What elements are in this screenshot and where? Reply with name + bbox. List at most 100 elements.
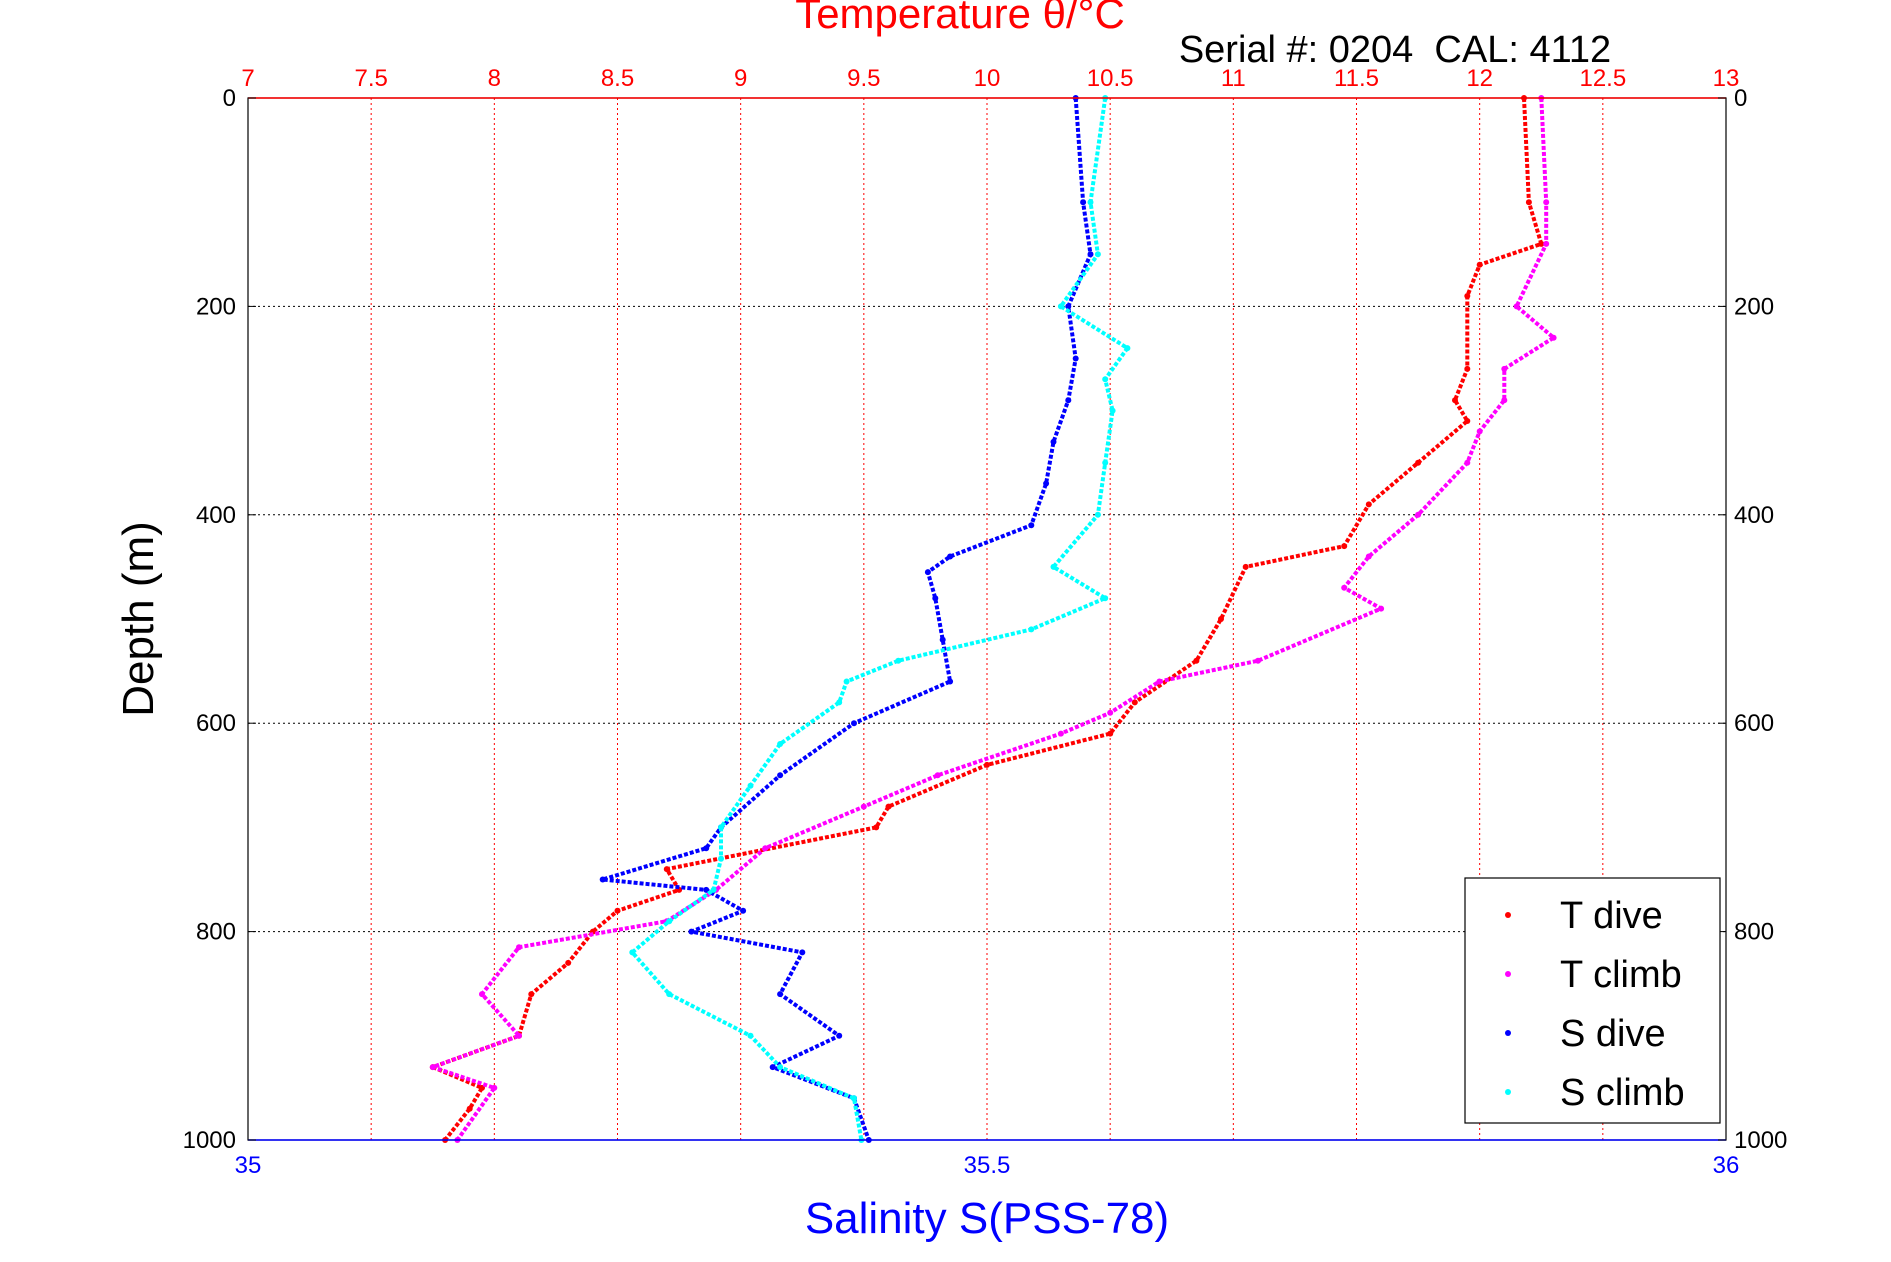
data-point: [934, 772, 941, 779]
data-point: [1087, 199, 1094, 206]
data-point: [1087, 251, 1094, 258]
data-point: [466, 1105, 473, 1112]
data-point: [1464, 365, 1471, 372]
data-point: [851, 1095, 857, 1102]
data-point: [1094, 251, 1101, 258]
data-point: [1102, 595, 1109, 602]
top-tick-label: 8: [488, 65, 501, 92]
series-line: [430, 97, 1556, 1142]
right-tick-label: 200: [1734, 293, 1774, 320]
data-point: [429, 1064, 436, 1071]
top-tick-label: 9: [734, 65, 747, 92]
data-point: [1464, 293, 1471, 299]
data-point: [1415, 459, 1422, 466]
data-point: [710, 886, 717, 893]
top-tick-label: 13: [1713, 65, 1740, 92]
data-point: [740, 907, 747, 914]
top-tick-label: 11: [1221, 65, 1246, 92]
data-point: [799, 949, 806, 956]
data-point: [1124, 345, 1131, 352]
data-point: [1242, 563, 1249, 570]
data-point: [1057, 730, 1064, 737]
data-point: [836, 699, 843, 706]
data-point: [1543, 240, 1550, 247]
left-tick-label: 0: [223, 85, 236, 112]
chart-title: Temperature θ/°C: [795, 0, 1125, 37]
data-point: [836, 1032, 843, 1039]
data-point: [1065, 397, 1072, 404]
legend-items: T dive T climb S dive S climb: [1505, 895, 1685, 1114]
right-tick-label: 0: [1734, 85, 1747, 112]
legend-marker: [1505, 971, 1511, 977]
data-point: [1107, 730, 1114, 737]
top-tick-label: 10: [974, 65, 1001, 92]
legend-label: S climb: [1560, 1072, 1685, 1114]
data-point: [516, 1032, 522, 1039]
data-point: [769, 1064, 776, 1071]
data-point: [777, 741, 784, 747]
series-s-dive: [599, 95, 1094, 1143]
data-point: [1464, 459, 1471, 466]
left-tick-label: 200: [196, 293, 236, 320]
data-point: [1028, 626, 1035, 633]
data-point: [666, 918, 673, 925]
y-axis-label: Depth (m): [114, 521, 163, 717]
data-point: [860, 803, 867, 810]
series-t-dive: [429, 95, 1545, 1143]
x-axis-label: Salinity S(PSS-78): [805, 1194, 1169, 1243]
right-tick-label: 1000: [1734, 1127, 1787, 1154]
legend-label: T dive: [1560, 895, 1663, 937]
data-point: [1501, 397, 1508, 404]
data-point: [1102, 376, 1109, 383]
data-point: [1193, 657, 1200, 664]
data-point: [873, 824, 880, 831]
data-point: [479, 1084, 485, 1091]
right-tick-label: 800: [1734, 919, 1774, 946]
data-point: [1107, 709, 1114, 716]
right-tick-label: 600: [1734, 710, 1774, 737]
data-point: [747, 1032, 754, 1039]
top-tick-label: 9.5: [847, 65, 880, 92]
series-line: [600, 97, 1093, 1141]
data-point: [1050, 563, 1057, 570]
data-point: [777, 772, 784, 779]
left-tick-label: 400: [196, 502, 236, 529]
left-tick-label: 1000: [183, 1127, 236, 1154]
data-point: [1156, 678, 1163, 685]
data-point: [851, 720, 857, 727]
data-point: [762, 845, 769, 852]
data-point: [1065, 303, 1072, 310]
series-line: [430, 97, 1544, 1142]
legend-marker: [1505, 1030, 1511, 1036]
legend-label: S dive: [1560, 1013, 1666, 1055]
data-point: [1131, 699, 1138, 706]
data-point: [1043, 480, 1050, 487]
data-point: [1102, 459, 1109, 466]
data-point: [984, 761, 990, 768]
top-tick-label: 7.5: [354, 65, 387, 92]
data-point: [843, 678, 850, 685]
top-tick-label: 11.5: [1334, 65, 1379, 92]
data-point: [718, 855, 724, 862]
data-point: [718, 824, 724, 831]
data-point: [1550, 334, 1557, 341]
data-point: [1255, 657, 1261, 664]
data-point: [895, 657, 902, 664]
legend-label: T climb: [1560, 954, 1682, 996]
data-point: [1415, 511, 1422, 518]
left-tick-label: 600: [196, 710, 236, 737]
top-tick-label: 7: [241, 65, 254, 92]
data-point: [1050, 438, 1057, 445]
bottom-tick-label: 35: [235, 1152, 262, 1179]
data-point: [1476, 261, 1483, 268]
data-point: [932, 595, 939, 602]
data-point: [1218, 616, 1224, 622]
data-point: [1072, 355, 1079, 362]
data-point: [1452, 397, 1458, 404]
data-point: [599, 876, 606, 883]
data-point: [747, 782, 754, 789]
data-point: [491, 1084, 498, 1091]
data-point: [777, 991, 784, 998]
